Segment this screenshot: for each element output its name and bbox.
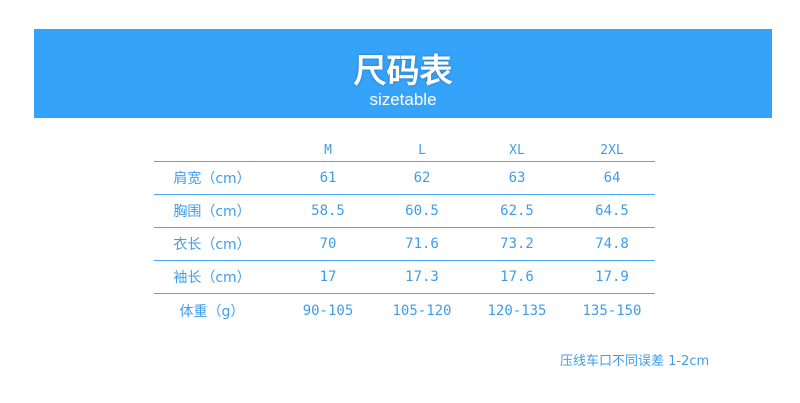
table-cell: 17 xyxy=(319,269,337,285)
table-cell: 60.5 xyxy=(405,203,439,219)
table-header: M L XL 2XL xyxy=(154,140,655,162)
table-cell: 71.6 xyxy=(405,236,439,252)
row-label: 袖长（cm） xyxy=(173,270,251,286)
table-cell: 17.3 xyxy=(405,269,439,285)
table-cell: M xyxy=(324,143,332,158)
table-cell: 61 xyxy=(319,170,337,186)
table-row: 袖长（cm） 17 17.3 17.6 17.9 xyxy=(154,261,655,294)
table-cell: 90-105 xyxy=(302,302,354,319)
table-cell: 17.6 xyxy=(500,269,534,285)
table-cell: 2XL xyxy=(600,143,624,158)
table-cell: 73.2 xyxy=(500,236,534,252)
table-row: 体重（g） 90-105 105-120 120-135 135-150 xyxy=(154,294,655,327)
table-cell: 17.9 xyxy=(595,269,629,285)
table-row: 胸围（cm） 58.5 60.5 62.5 64.5 xyxy=(154,195,655,228)
row-label: 体重（g） xyxy=(179,303,245,320)
row-label: 肩宽（cm） xyxy=(173,171,251,187)
table-cell: 120-135 xyxy=(487,302,547,319)
table-row: 衣长（cm） 70 71.6 73.2 74.8 xyxy=(154,228,655,261)
table-cell: 70 xyxy=(319,236,337,252)
table-cell: 58.5 xyxy=(311,203,345,219)
table-cell: 64 xyxy=(603,170,621,186)
table-cell: 62 xyxy=(413,170,431,186)
page-subtitle: sizetable xyxy=(369,90,437,109)
table-cell: 63 xyxy=(508,170,526,186)
table-cell: XL xyxy=(509,143,525,158)
size-table: M L XL 2XL 肩宽（cm） 61 62 63 64 胸围（cm） 58.5 60.5 62.5 6… xyxy=(154,140,655,327)
table-cell: 62.5 xyxy=(500,203,534,219)
table-cell: 135-150 xyxy=(582,302,642,319)
table-cell: 105-120 xyxy=(392,302,452,319)
table-row: 肩宽（cm） 61 62 63 64 xyxy=(154,162,655,195)
table-cell: 74.8 xyxy=(595,236,629,252)
table-cell: L xyxy=(418,143,426,158)
table-cell: 64.5 xyxy=(595,203,629,219)
header-banner: 尺码表 sizetable xyxy=(34,29,772,118)
page-title: 尺码表 xyxy=(353,51,453,90)
row-label: 胸围（cm） xyxy=(173,204,251,220)
tolerance-note: 压线车口不同误差 1-2cm xyxy=(560,354,710,369)
row-label: 衣长（cm） xyxy=(173,237,251,253)
